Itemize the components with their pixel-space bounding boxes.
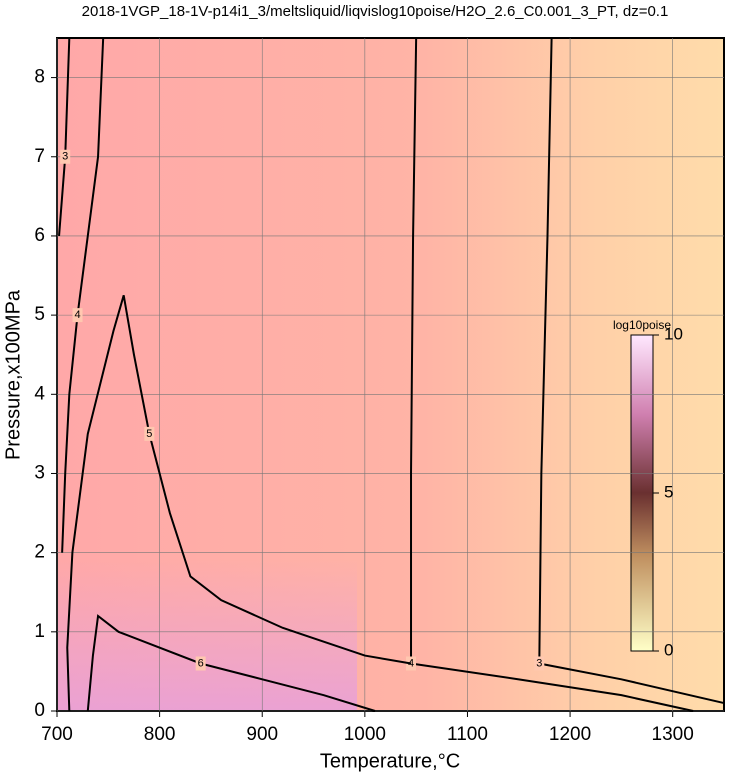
- colorbar-label: log10poise: [613, 318, 671, 332]
- contour-label: 3: [536, 657, 542, 669]
- x-tick-label: 800: [144, 724, 176, 745]
- colorbar: [630, 334, 654, 652]
- contour-label: 6: [198, 657, 204, 669]
- contour-label-bg: [72, 308, 83, 323]
- y-tick-label: 3: [34, 462, 45, 483]
- y-tick-label: 7: [34, 146, 45, 167]
- contour-line: [66, 295, 412, 712]
- contour-label-bg: [60, 149, 71, 164]
- y-tick-label: 6: [34, 225, 45, 246]
- plot-shade: [57, 560, 357, 711]
- contour-label: 5: [146, 428, 152, 440]
- contour-label-bg: [195, 656, 206, 671]
- x-tick-label: 1000: [344, 724, 386, 745]
- y-tick-label: 0: [34, 700, 45, 721]
- y-tick-label: 4: [34, 383, 45, 404]
- chart-title: 2018-1VGP_18-1V-p14i1_3/meltsliquid/liqv…: [82, 3, 669, 20]
- y-axis-label: Pressure,x100MPa: [2, 289, 24, 460]
- colorbar-tick-label: 0: [664, 640, 673, 659]
- y-tick-label: 2: [34, 542, 45, 563]
- colorbar-tick-label: 10: [664, 324, 683, 343]
- x-tick-label: 1100: [447, 724, 488, 745]
- colorbar-tick-label: 5: [664, 482, 673, 501]
- x-tick-label: 1300: [652, 724, 694, 745]
- contour-label-bg: [144, 426, 155, 441]
- contour-line: [86, 614, 376, 712]
- contour-line: [538, 37, 725, 705]
- contour-label: 3: [62, 151, 68, 163]
- y-tick-label: 8: [34, 67, 45, 88]
- contour-label-bg: [534, 656, 545, 671]
- x-axis-label: Temperature,°C: [320, 750, 460, 772]
- y-tick-label: 1: [34, 621, 45, 642]
- y-tick-label: 5: [34, 304, 45, 325]
- contour-label: 4: [74, 309, 80, 321]
- x-tick-label: 700: [41, 724, 73, 745]
- x-tick-label: 900: [246, 724, 278, 745]
- x-tick-label: 1200: [549, 724, 591, 745]
